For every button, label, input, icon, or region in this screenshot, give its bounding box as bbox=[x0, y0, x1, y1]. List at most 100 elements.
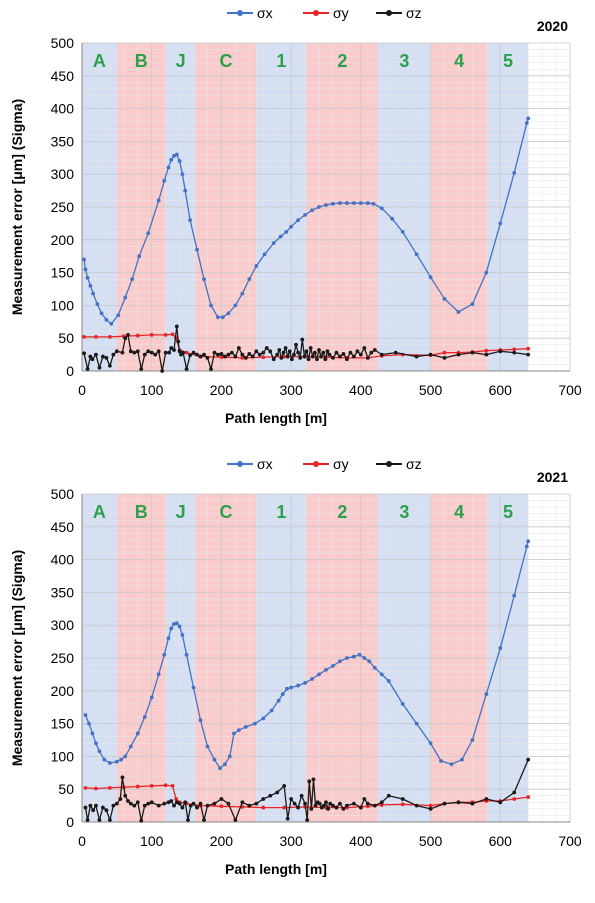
data-point bbox=[317, 348, 321, 352]
data-point bbox=[324, 667, 328, 672]
data-point bbox=[372, 348, 377, 352]
data-point bbox=[308, 346, 313, 350]
data-point bbox=[135, 333, 140, 338]
data-point bbox=[82, 257, 86, 262]
data-point bbox=[233, 303, 238, 308]
data-point bbox=[400, 702, 405, 706]
data-point bbox=[146, 231, 151, 236]
region-label: 1 bbox=[276, 502, 286, 522]
data-point bbox=[345, 656, 349, 660]
data-point bbox=[345, 201, 349, 205]
data-point bbox=[198, 718, 203, 723]
data-point bbox=[94, 334, 98, 339]
data-point bbox=[174, 621, 179, 626]
data-point bbox=[338, 354, 342, 359]
data-point bbox=[296, 683, 301, 688]
y-tick-label: 200 bbox=[51, 232, 75, 248]
data-point bbox=[439, 759, 443, 763]
data-point bbox=[338, 659, 342, 664]
data-point bbox=[526, 757, 531, 762]
data-point bbox=[390, 216, 395, 221]
data-point bbox=[163, 350, 168, 355]
data-point bbox=[240, 355, 245, 360]
legend-label: σy bbox=[333, 456, 349, 472]
data-point bbox=[334, 350, 339, 355]
data-point bbox=[195, 247, 199, 252]
y-tick-label: 50 bbox=[58, 781, 74, 797]
data-point bbox=[250, 354, 255, 359]
data-point bbox=[149, 350, 154, 355]
data-point bbox=[372, 665, 377, 670]
legend-label: σy bbox=[333, 5, 349, 21]
data-point bbox=[365, 801, 370, 806]
data-point bbox=[135, 731, 140, 736]
data-point bbox=[331, 663, 335, 668]
data-point bbox=[195, 352, 199, 357]
y-tick-label: 300 bbox=[51, 617, 75, 633]
data-point bbox=[303, 681, 307, 685]
data-point bbox=[104, 808, 109, 813]
data-point bbox=[156, 803, 161, 808]
data-point bbox=[153, 352, 158, 357]
data-point bbox=[146, 349, 151, 354]
x-tick-label: 200 bbox=[210, 833, 234, 849]
data-point bbox=[205, 803, 210, 808]
data-point bbox=[331, 355, 335, 360]
data-point bbox=[271, 357, 276, 362]
data-point bbox=[357, 652, 362, 657]
y-tick-label: 150 bbox=[51, 716, 75, 732]
chart-2020: A B J C 1 2 3 4 50501001502002503003504004505000… bbox=[9, 5, 582, 426]
data-point bbox=[118, 797, 123, 801]
data-point bbox=[400, 230, 405, 234]
data-point bbox=[324, 800, 328, 805]
data-point bbox=[156, 198, 161, 203]
data-point bbox=[322, 803, 326, 808]
data-point bbox=[254, 264, 259, 268]
data-point bbox=[90, 357, 95, 362]
x-tick-label: 400 bbox=[349, 833, 373, 849]
data-point bbox=[149, 784, 154, 788]
legend-label: σx bbox=[257, 5, 273, 21]
data-point bbox=[261, 350, 266, 355]
data-point bbox=[177, 801, 182, 806]
data-point bbox=[139, 367, 144, 371]
data-point bbox=[162, 178, 167, 183]
data-point bbox=[362, 797, 367, 801]
data-point bbox=[219, 355, 224, 360]
region-label: 2 bbox=[337, 51, 347, 71]
data-point bbox=[512, 790, 517, 795]
data-point bbox=[233, 354, 238, 359]
data-point bbox=[348, 350, 353, 355]
data-point bbox=[289, 685, 294, 690]
data-point bbox=[331, 803, 335, 808]
data-point bbox=[355, 349, 360, 354]
data-point bbox=[254, 349, 259, 354]
data-point bbox=[123, 754, 128, 759]
data-point bbox=[287, 349, 292, 354]
chart-2021: A B J C 1 2 3 4 50501001502002503003504004505000… bbox=[9, 456, 582, 877]
y-axis-title: Measurement error [μm] (Sigma) bbox=[9, 550, 25, 766]
data-point bbox=[317, 205, 321, 209]
data-point bbox=[341, 352, 346, 356]
data-point bbox=[99, 311, 104, 316]
data-point bbox=[223, 762, 227, 767]
legend-swatch-marker bbox=[313, 10, 319, 16]
data-point bbox=[298, 355, 303, 360]
data-point bbox=[470, 350, 475, 355]
data-point bbox=[139, 818, 144, 823]
data-point bbox=[428, 806, 433, 811]
data-point bbox=[512, 350, 517, 355]
data-point bbox=[126, 333, 130, 337]
data-point bbox=[367, 659, 372, 664]
data-point bbox=[526, 346, 531, 351]
data-point bbox=[160, 369, 165, 373]
data-point bbox=[85, 275, 90, 280]
y-tick-label: 100 bbox=[51, 297, 75, 313]
data-point bbox=[289, 357, 294, 362]
data-point bbox=[275, 352, 280, 357]
data-point bbox=[305, 818, 310, 822]
data-point bbox=[321, 350, 326, 355]
data-point bbox=[167, 350, 172, 355]
data-point bbox=[379, 352, 384, 357]
data-point bbox=[91, 291, 96, 296]
